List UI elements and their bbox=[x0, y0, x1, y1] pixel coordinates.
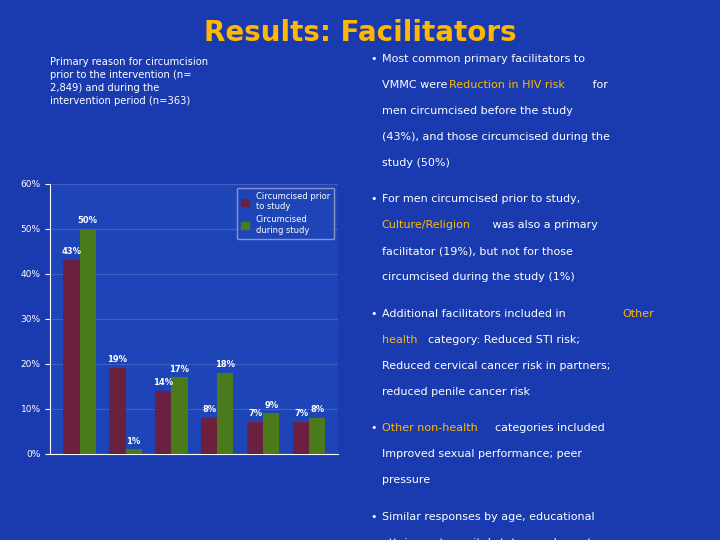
Bar bbox=[63, 260, 80, 454]
Text: •: • bbox=[371, 423, 377, 434]
Text: VMMC were: VMMC were bbox=[382, 80, 451, 90]
Text: 19%: 19% bbox=[107, 355, 127, 364]
Text: Other: Other bbox=[623, 309, 654, 319]
Text: health: health bbox=[382, 335, 420, 345]
Text: men circumcised before the study: men circumcised before the study bbox=[382, 106, 572, 116]
Bar bbox=[202, 417, 217, 454]
Bar bbox=[125, 449, 142, 454]
Bar bbox=[264, 413, 279, 454]
Text: 7%: 7% bbox=[294, 409, 308, 418]
Text: reduced penile cancer risk: reduced penile cancer risk bbox=[382, 387, 530, 397]
Text: 8%: 8% bbox=[310, 405, 324, 414]
Text: for: for bbox=[589, 80, 608, 90]
Bar bbox=[217, 373, 233, 454]
Text: categories included: categories included bbox=[495, 423, 606, 434]
Text: •: • bbox=[371, 54, 377, 64]
Text: Reduction in HIV risk: Reduction in HIV risk bbox=[449, 80, 564, 90]
Text: circumcised during the study (1%): circumcised during the study (1%) bbox=[382, 272, 575, 282]
Text: •: • bbox=[371, 512, 377, 522]
Bar bbox=[171, 377, 187, 454]
Text: 8%: 8% bbox=[202, 405, 217, 414]
Text: Most common primary facilitators to: Most common primary facilitators to bbox=[382, 54, 585, 64]
Bar bbox=[109, 368, 125, 454]
Text: (43%), and those circumcised during the: (43%), and those circumcised during the bbox=[382, 132, 609, 142]
Legend: Circumcised prior
to study, Circumcised
during study: Circumcised prior to study, Circumcised … bbox=[237, 188, 334, 239]
Text: Reduced cervical cancer risk in partners;: Reduced cervical cancer risk in partners… bbox=[382, 361, 610, 371]
Text: Other non-health: Other non-health bbox=[382, 423, 481, 434]
Text: 7%: 7% bbox=[248, 409, 262, 418]
Text: 17%: 17% bbox=[169, 364, 189, 374]
Text: 9%: 9% bbox=[264, 401, 279, 409]
Text: category: Reduced STI risk;: category: Reduced STI risk; bbox=[428, 335, 580, 345]
Text: 43%: 43% bbox=[61, 247, 81, 256]
Text: study (50%): study (50%) bbox=[382, 158, 449, 168]
Text: Results: Facilitators: Results: Facilitators bbox=[204, 19, 516, 47]
Text: 1%: 1% bbox=[127, 436, 140, 446]
Text: For men circumcised prior to study,: For men circumcised prior to study, bbox=[382, 194, 580, 205]
Text: 50%: 50% bbox=[78, 216, 98, 225]
Text: •: • bbox=[371, 194, 377, 205]
Text: Additional facilitators included in: Additional facilitators included in bbox=[382, 309, 569, 319]
Text: Culture/Religion: Culture/Religion bbox=[382, 220, 471, 231]
Bar bbox=[247, 422, 264, 454]
Text: attainment, marital status, and county: attainment, marital status, and county bbox=[382, 538, 598, 540]
Text: was also a primary: was also a primary bbox=[489, 220, 598, 231]
Text: Primary reason for circumcision
prior to the intervention (n=
2,849) and during : Primary reason for circumcision prior to… bbox=[50, 57, 209, 106]
Text: Improved sexual performance; peer: Improved sexual performance; peer bbox=[382, 449, 582, 460]
Text: facilitator (19%), but not for those: facilitator (19%), but not for those bbox=[382, 246, 572, 256]
Text: pressure: pressure bbox=[382, 475, 430, 485]
Text: 18%: 18% bbox=[215, 360, 235, 369]
Bar bbox=[80, 228, 96, 454]
Bar bbox=[293, 422, 309, 454]
Text: 14%: 14% bbox=[153, 378, 174, 387]
Text: Similar responses by age, educational: Similar responses by age, educational bbox=[382, 512, 594, 522]
Bar bbox=[156, 390, 171, 454]
Bar bbox=[309, 417, 325, 454]
Text: •: • bbox=[371, 309, 377, 319]
